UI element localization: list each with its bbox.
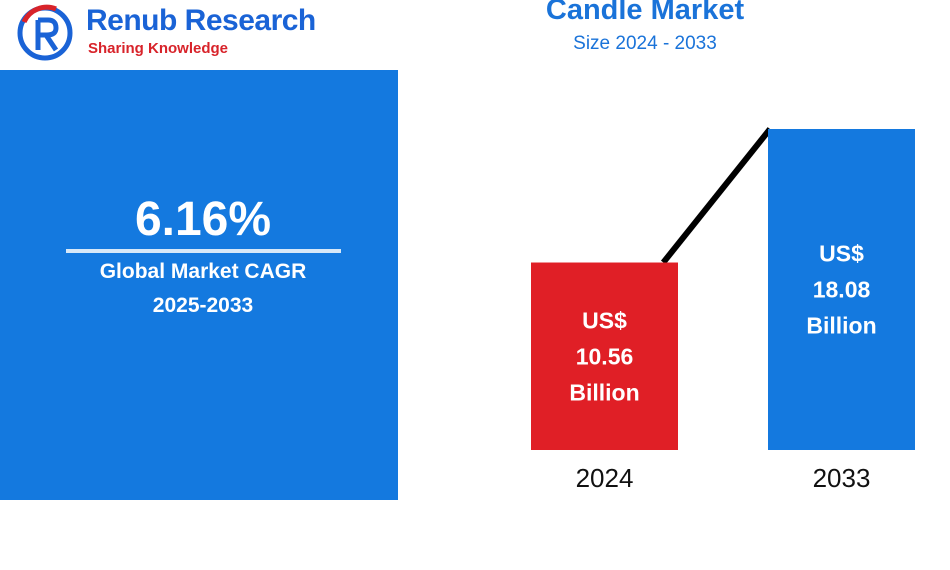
source-note: Source www.renub.com [12,556,139,570]
cagr-period: 2025-2033 [152,294,254,317]
brand-name: Renub Research [86,4,316,37]
bar-label-2024-line-3: Billion [569,379,639,405]
renub-logo: Renub Research Sharing Knowledge [8,2,328,66]
bar-label-2033-line-2: 18.08 [813,277,871,303]
brand-tagline: Sharing Knowledge [88,40,229,57]
bar-label-2024-line-1: US$ [582,307,627,333]
cagr-value: 6.16% [134,193,272,246]
cagr-divider [66,249,341,253]
bar-label-2033-line-1: US$ [819,241,864,267]
renub-logo-icon [17,4,73,61]
x-tick-label-2024: 2024 [576,463,634,493]
cagr-panel: 6.16% Global Market CAGR 2025-2033 Sourc… [0,70,398,570]
chart-subtitle: Size 2024 - 2033 [573,33,717,54]
bar-2033 [768,129,915,450]
bar-label-2033-line-3: Billion [806,313,876,339]
growth-connector-line [660,127,773,265]
bar-2024 [531,262,678,450]
cagr-label: Global Market CAGR [99,260,307,283]
chart-title: Candle Market [545,0,745,26]
bar-chart: US$ 10.56 Billion 2024 US$ 18.08 Billion 2033 [531,127,915,493]
x-tick-label-2033: 2033 [813,463,871,493]
bar-label-2024-line-2: 10.56 [576,343,634,369]
